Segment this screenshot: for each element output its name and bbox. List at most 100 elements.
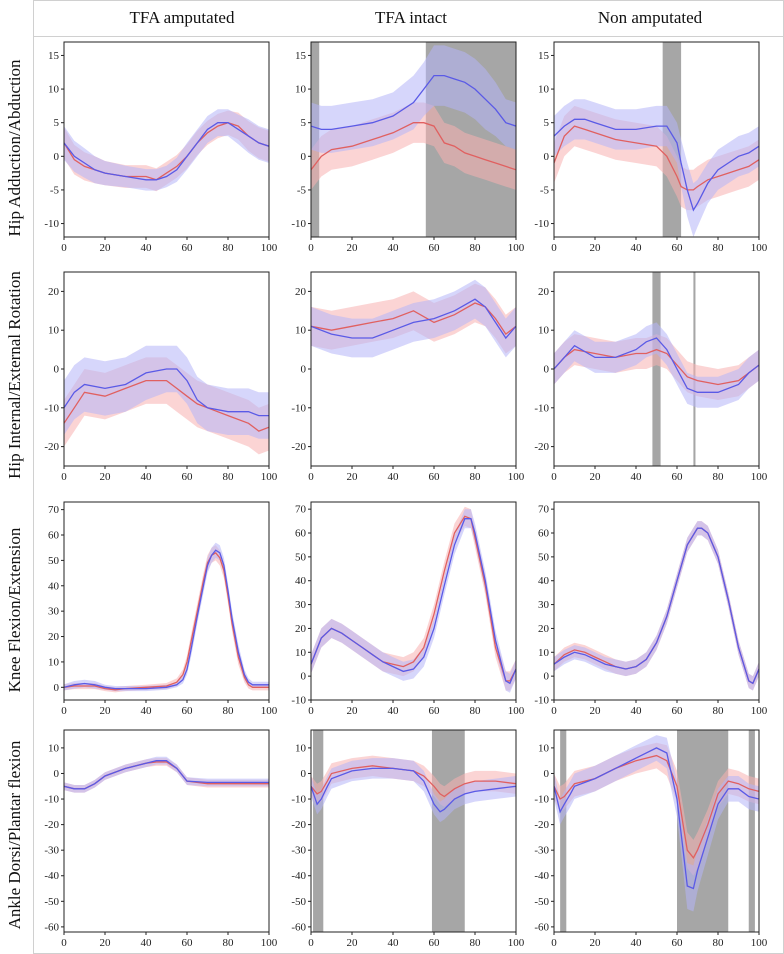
y-tick-label: -10 [291, 402, 306, 414]
y-tick-label: -10 [534, 794, 549, 806]
y-tick-label: 5 [544, 117, 550, 129]
y-tick-label: 30 [48, 606, 60, 618]
x-tick-label: 60 [672, 937, 684, 949]
y-tick-label: 70 [295, 504, 307, 516]
axes-frame [63, 501, 270, 701]
mean-line-blue [554, 747, 759, 890]
axes-frame [553, 501, 760, 701]
series-group [311, 45, 516, 190]
axes-frame [310, 501, 517, 701]
y-tick-label: -20 [291, 819, 306, 831]
y-tick-label: 0 [54, 682, 60, 694]
column-title-non-amputated: Non amputated [598, 8, 703, 27]
x-tick-label: 80 [223, 705, 235, 717]
x-tick-label: 20 [100, 471, 112, 483]
x-tick-label: 60 [429, 705, 441, 717]
row-title-ankle-flexion: Ankle Dorsi/Plantar flexion [5, 740, 24, 929]
axes-frame [310, 729, 517, 933]
x-tick-label: 40 [388, 242, 400, 254]
y-tick-label: 0 [544, 364, 550, 376]
y-tick-label: 20 [48, 631, 60, 643]
significance-region [748, 730, 755, 932]
y-tick-label: -10 [534, 218, 549, 230]
series-group [311, 755, 516, 823]
y-tick-label: 15 [295, 50, 307, 62]
y-tick-label: 70 [538, 504, 550, 516]
y-tick-label: 20 [48, 286, 60, 298]
axes-frame [63, 41, 270, 238]
y-tick-label: -10 [534, 695, 549, 707]
x-tick-label: 100 [751, 471, 768, 483]
y-tick-label: 60 [295, 528, 307, 540]
row-title-knee-flexion: Knee Flexion/Extension [5, 527, 24, 692]
row-title-hip-rotation: Hip Internal/External Rotation [5, 271, 24, 479]
x-tick-label: 60 [182, 471, 194, 483]
significance-region [652, 272, 661, 466]
x-tick-label: 40 [631, 471, 643, 483]
y-tick-label: -5 [50, 184, 60, 196]
y-tick-label: -10 [291, 794, 306, 806]
y-tick-label: -60 [534, 921, 549, 933]
y-tick-label: 10 [538, 647, 550, 659]
y-tick-label: 10 [295, 84, 307, 96]
mean-line-red [311, 765, 516, 798]
y-tick-label: 70 [48, 504, 60, 516]
y-tick-label: 0 [54, 364, 60, 376]
x-tick-label: 20 [100, 705, 112, 717]
x-tick-label: 40 [631, 705, 643, 717]
x-tick-label: 60 [182, 937, 194, 949]
y-tick-label: -20 [291, 441, 306, 453]
x-tick-label: 80 [223, 937, 235, 949]
panel-hip-rotation-tfa-intact: -20 -10 0 10 20 0 20 40 60 80 100 [291, 271, 525, 483]
series-group [64, 542, 269, 693]
significance-region [560, 730, 567, 932]
y-tick-label: 60 [538, 528, 550, 540]
x-tick-label: 100 [751, 242, 768, 254]
axes-frame [310, 41, 517, 238]
y-tick-label: 10 [48, 742, 60, 754]
series-group [64, 345, 269, 455]
x-tick-label: 0 [551, 937, 557, 949]
y-tick-label: -40 [534, 870, 549, 882]
y-tick-label: -10 [291, 695, 306, 707]
x-tick-label: 100 [508, 937, 525, 949]
y-tick-label: 10 [295, 742, 307, 754]
y-tick-label: -20 [534, 441, 549, 453]
x-tick-label: 40 [388, 937, 400, 949]
x-tick-label: 40 [141, 471, 153, 483]
sd-band-blue [64, 109, 269, 191]
mean-line-red [311, 122, 516, 171]
y-tick-label: 20 [295, 286, 307, 298]
mean-line-red [64, 379, 269, 432]
x-tick-label: 0 [308, 471, 314, 483]
x-tick-label: 20 [347, 471, 359, 483]
mean-line-blue [311, 74, 516, 131]
y-tick-label: 0 [54, 768, 60, 780]
x-tick-label: 80 [713, 471, 725, 483]
series-group [64, 756, 269, 793]
x-tick-label: 20 [590, 705, 602, 717]
y-tick-label: 15 [538, 50, 550, 62]
y-tick-label: 40 [538, 575, 550, 587]
x-tick-label: 80 [713, 705, 725, 717]
y-tick-label: 0 [301, 364, 307, 376]
x-tick-label: 40 [388, 471, 400, 483]
y-tick-label: 10 [295, 325, 307, 337]
x-tick-label: 60 [672, 705, 684, 717]
x-tick-label: 20 [590, 242, 602, 254]
series-group [311, 506, 516, 693]
x-tick-label: 100 [261, 705, 278, 717]
x-tick-label: 20 [590, 471, 602, 483]
y-tick-label: 50 [48, 555, 60, 567]
y-tick-label: -50 [44, 896, 59, 908]
sd-band-blue [554, 735, 759, 912]
x-tick-label: 80 [713, 242, 725, 254]
y-tick-label: -40 [291, 870, 306, 882]
x-tick-label: 0 [308, 705, 314, 717]
y-tick-label: -20 [44, 441, 59, 453]
series-group [554, 521, 759, 691]
